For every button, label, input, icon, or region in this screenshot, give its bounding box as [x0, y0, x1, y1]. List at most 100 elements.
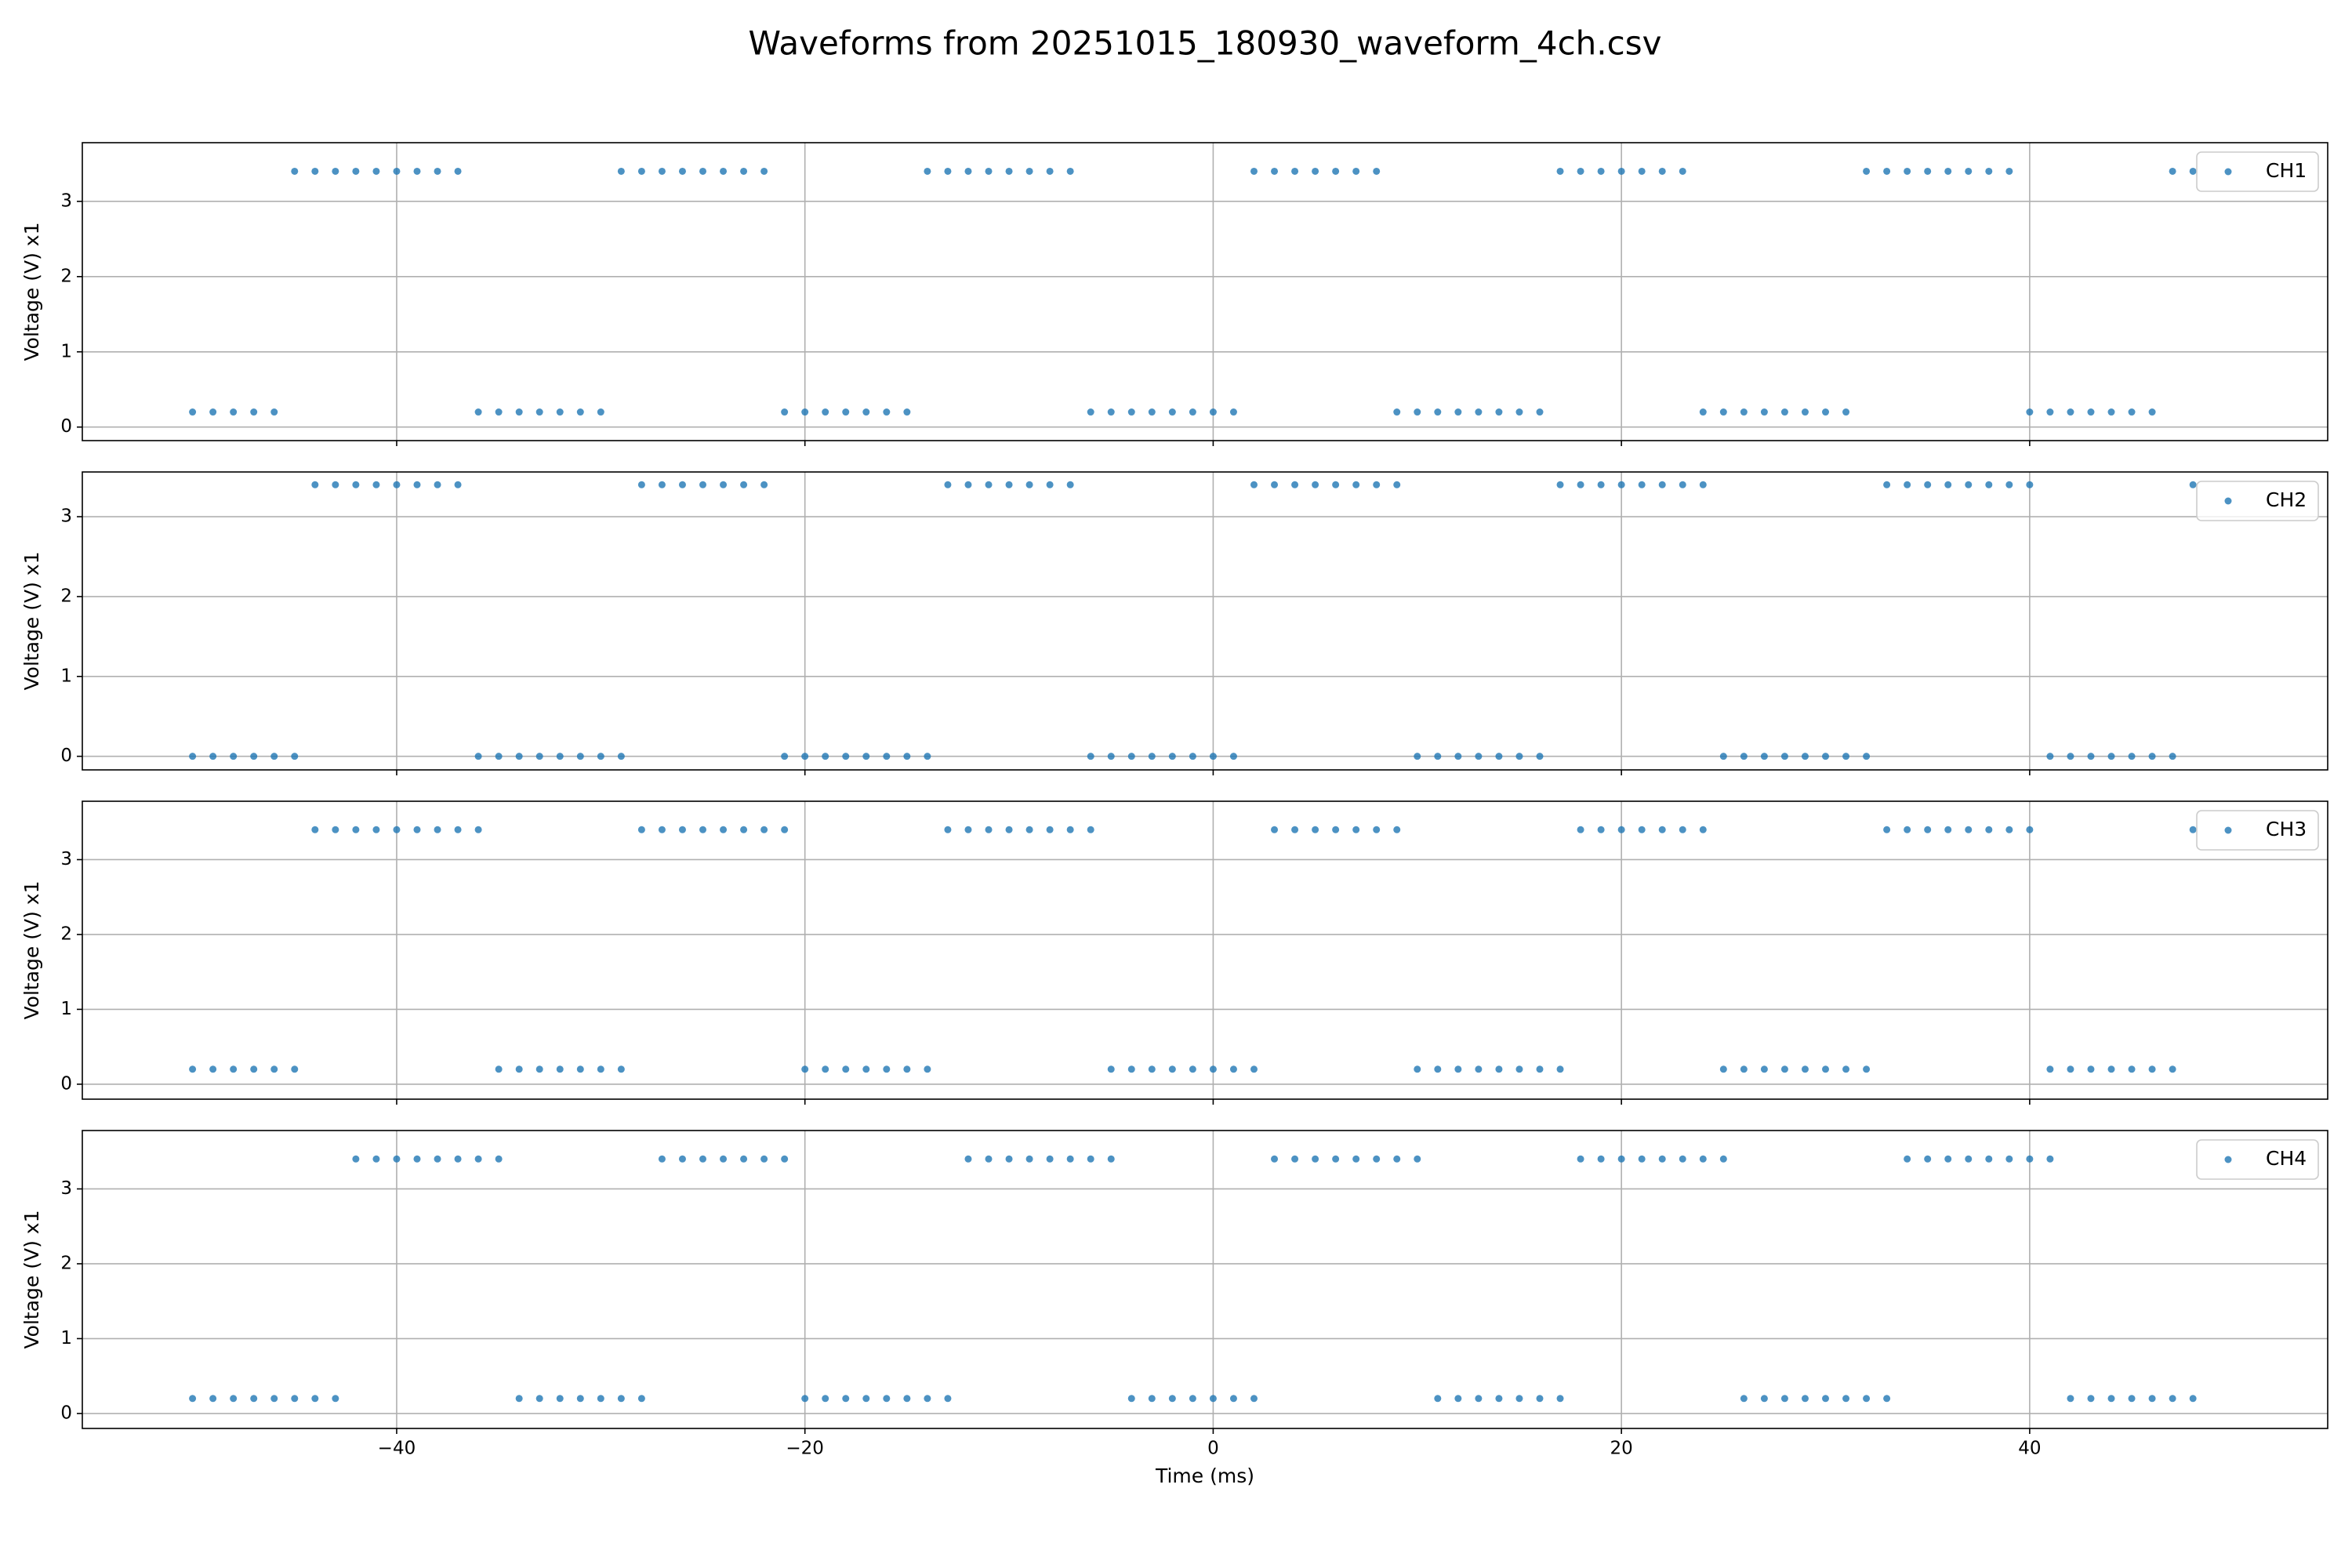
data-point [495, 1155, 503, 1163]
data-point [1393, 408, 1401, 416]
data-point [842, 753, 850, 760]
data-point [1842, 408, 1850, 416]
data-point [1454, 408, 1462, 416]
data-point [1312, 826, 1319, 833]
data-point [1515, 1395, 1523, 1403]
data-point [1822, 1395, 1830, 1403]
data-point [2128, 408, 2136, 416]
data-point [1597, 826, 1605, 833]
data-point [1454, 1065, 1462, 1073]
data-point [964, 481, 972, 488]
data-point [1046, 481, 1054, 488]
data-point [393, 481, 401, 488]
data-point [2148, 1065, 2156, 1073]
x-tick-label: 0 [1207, 1439, 1219, 1459]
data-point [1475, 1395, 1483, 1403]
data-point [1740, 753, 1748, 760]
data-point [903, 1065, 911, 1073]
data-point [2005, 481, 2013, 488]
data-point [413, 1155, 421, 1163]
data-point [2169, 167, 2176, 175]
data-point [230, 753, 238, 760]
data-point [2087, 753, 2095, 760]
data-point [1495, 1395, 1503, 1403]
data-point [1577, 167, 1584, 175]
data-point [1658, 481, 1666, 488]
data-point [699, 167, 707, 175]
data-point [1291, 167, 1299, 175]
data-point [434, 826, 441, 833]
data-point [1556, 481, 1564, 488]
data-point [434, 1155, 441, 1163]
data-point [1189, 1065, 1196, 1073]
data-point [1087, 753, 1094, 760]
data-point [1597, 167, 1605, 175]
data-point [1250, 481, 1258, 488]
data-point [1291, 481, 1299, 488]
data-point [2026, 1155, 2034, 1163]
data-point [230, 1065, 238, 1073]
data-point [1434, 1065, 1442, 1073]
data-point [1536, 753, 1544, 760]
data-point [740, 481, 748, 488]
data-point [1005, 826, 1013, 833]
data-point [1515, 408, 1523, 416]
data-point [597, 1065, 604, 1073]
data-point [1393, 1155, 1401, 1163]
data-point [1924, 167, 1932, 175]
data-point [883, 1395, 891, 1403]
data-point [720, 481, 728, 488]
data-point [862, 1065, 870, 1073]
data-point [1291, 1155, 1299, 1163]
data-point [189, 753, 197, 760]
data-point [1271, 481, 1279, 488]
data-point [1087, 1155, 1094, 1163]
data-point [454, 826, 462, 833]
data-point [1740, 1395, 1748, 1403]
data-point [1597, 481, 1605, 488]
data-point [781, 1155, 789, 1163]
data-point [1495, 1065, 1503, 1073]
data-point [740, 1155, 748, 1163]
data-point [2107, 753, 2115, 760]
data-point [515, 753, 523, 760]
data-point [474, 753, 482, 760]
data-point [372, 481, 380, 488]
data-point [1760, 408, 1768, 416]
data-point [1352, 826, 1360, 833]
data-point [658, 167, 666, 175]
y-tick-label: 2 [60, 1253, 72, 1273]
data-point [1985, 1155, 1993, 1163]
axes-frame [82, 471, 2328, 771]
data-point [1454, 1395, 1462, 1403]
data-point [311, 1395, 319, 1403]
data-point [1312, 1155, 1319, 1163]
data-point [413, 826, 421, 833]
data-point [1454, 753, 1462, 760]
data-point [1066, 1155, 1074, 1163]
data-point [1087, 826, 1094, 833]
data-point [842, 408, 850, 416]
legend-box [2196, 481, 2319, 521]
data-point [1760, 753, 1768, 760]
data-point [1373, 1155, 1381, 1163]
data-point [393, 826, 401, 833]
data-point [1148, 1065, 1156, 1073]
data-point [2128, 1395, 2136, 1403]
data-point [2169, 753, 2176, 760]
data-point [1025, 167, 1033, 175]
data-point [1312, 481, 1319, 488]
data-point [1699, 408, 1707, 416]
data-point [2067, 753, 2074, 760]
data-point [597, 1395, 604, 1403]
data-point [1863, 167, 1871, 175]
data-point [822, 408, 829, 416]
data-point [637, 1395, 645, 1403]
data-point [2189, 826, 2197, 833]
data-point [699, 826, 707, 833]
data-point [2046, 753, 2054, 760]
figure-title: Waveforms from 20251015_180930_waveform_… [749, 24, 1662, 63]
y-tick-label: 3 [60, 1178, 72, 1199]
data-point [1209, 408, 1217, 416]
